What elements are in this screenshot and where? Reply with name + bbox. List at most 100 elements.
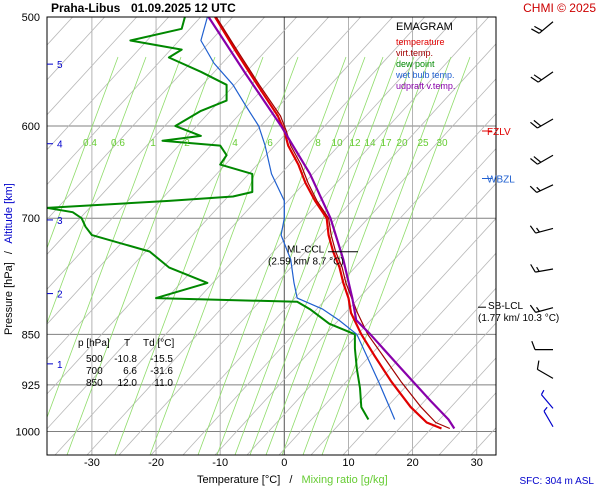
y-axis-title-altitude: Altitude [km]: [3, 183, 15, 244]
table-cell: -31.6: [150, 366, 173, 377]
ml-ccl-label: ML-CCL: [287, 245, 325, 256]
mixing-ratio-line: [249, 56, 399, 455]
wind-barb-flag: [540, 389, 545, 395]
dry-adiabat-line: [182, 113, 496, 455]
mixing-ratio-line: [321, 56, 471, 455]
mixing-ratio-label: 8: [315, 138, 321, 149]
mixing-ratio-line: [66, 56, 216, 455]
mixing-ratio-line: [47, 56, 147, 325]
table-cell: 700: [86, 366, 103, 377]
wind-barb-flag: [533, 74, 542, 81]
wind-barb-shaft: [535, 307, 554, 313]
dry-adiabat-line: [47, 17, 106, 81]
wind-barb-flag: [534, 25, 543, 32]
mixing-ratio-label: 25: [417, 138, 429, 149]
altitude-tick-label: 4: [57, 140, 63, 151]
wind-barb-flag: [531, 28, 540, 34]
wind-barb-shaft: [538, 21, 554, 34]
table-cell: -10.8: [114, 354, 137, 365]
wind-barb-flag: [543, 406, 548, 412]
wind-barb: [529, 184, 554, 194]
mixing-ratio-label: 2: [184, 138, 190, 149]
dry-adiabat-line: [470, 427, 496, 455]
wind-barb-flag: [536, 266, 540, 272]
legend-entry: temperature: [396, 37, 445, 47]
dry-adiabat-line: [47, 17, 426, 430]
table-cell: 6.6: [123, 366, 137, 377]
y-axis-title: Pressure [hPa] / Altitude [km]: [3, 183, 15, 335]
table-cell: 850: [86, 378, 103, 389]
pressure-tick-label: 500: [22, 12, 40, 24]
y-axis-title-separator: /: [3, 250, 15, 254]
profile-line-wet-bulb-temp-: [200, 17, 396, 420]
axis-layer: 0.4 0.6 1 2 4 6 8 10 12 14 17 20 25 30500600700850925…: [16, 12, 483, 469]
pressure-tick-label: 600: [22, 121, 40, 133]
wind-barb-shaft: [535, 227, 554, 234]
wind-barb-flag: [536, 227, 540, 233]
wind-barb-shaft: [537, 154, 554, 165]
mixing-ratio-label: 17: [380, 138, 392, 149]
table-header-t: T: [124, 338, 130, 349]
altitude-tick-label: 2: [57, 290, 63, 301]
credit-text: CHMI © 2025: [523, 1, 596, 15]
profile-line-dew-point: [47, 17, 370, 420]
pressure-tick-label: 1000: [16, 427, 40, 439]
wind-barb-flag: [529, 185, 538, 193]
wind-barb: [543, 406, 554, 428]
wind-barb-shaft: [536, 184, 554, 194]
table-cell: 12.0: [118, 378, 138, 389]
mixing-ratio-label: 1: [150, 138, 156, 149]
dry-adiabat-line: [406, 357, 496, 455]
profile-line-temperature: [214, 17, 442, 430]
wind-barb-shaft: [543, 410, 554, 428]
mixing-ratio-line: [114, 56, 264, 455]
wind-barb-flag: [533, 119, 542, 127]
mixing-ratio-line: [47, 56, 182, 419]
dry-adiabat-line: [374, 322, 496, 455]
wind-barb: [530, 264, 554, 273]
temperature-tick-label: -10: [212, 457, 228, 469]
surface-elevation: SFC: 304 m ASL: [520, 476, 595, 487]
wind-barb-flag: [536, 360, 540, 370]
wind-barb: [530, 71, 554, 83]
level-marker-label: WBZL: [487, 174, 515, 185]
level-marker-label: FZLV: [487, 127, 511, 138]
wind-barb-flag: [530, 76, 539, 83]
dry-adiabat-line: [47, 17, 170, 151]
table-cell: -15.5: [150, 354, 173, 365]
dry-adiabat-line: [47, 17, 202, 186]
legend-entry: wet bulb temp.: [395, 70, 455, 80]
altitude-tick-label: 1: [57, 360, 63, 371]
mixing-ratio-line: [234, 56, 384, 455]
dry-adiabat-line: [150, 78, 496, 455]
legend-entry: virt.temp.: [396, 48, 433, 58]
temperature-tick-label: 30: [471, 457, 483, 469]
table-header-td: Td [°C]: [143, 338, 174, 349]
altitude-tick-label: 5: [57, 60, 63, 71]
mixing-ratio-line: [281, 56, 431, 455]
mixing-ratio-label: 4: [232, 138, 238, 149]
pressure-tick-label: 850: [22, 329, 40, 341]
x-axis-title-mixing-ratio: Mixing ratio [g/kg]: [301, 474, 387, 486]
wind-barb-shaft: [540, 394, 554, 409]
dry-adiabat-line: [567, 0, 600, 455]
wind-barb-flag: [536, 186, 541, 192]
sb-lcl-detail: (1.77 km/ 10.3 °C): [478, 313, 559, 324]
dry-adiabat-line: [438, 392, 496, 455]
wind-barb-flag: [530, 264, 536, 273]
mixing-ratio-label: 10: [331, 138, 343, 149]
legend-entry: udpraft v.temp.: [396, 81, 455, 91]
wind-barb-shaft: [537, 368, 554, 379]
wind-barb-column: [529, 21, 554, 428]
dry-adiabat-line: [246, 182, 496, 455]
sb-lcl-label: SB-LCL: [488, 301, 523, 312]
sounding-datetime: 01.09.2025 12 UTC: [131, 1, 236, 15]
wind-barb: [529, 225, 554, 234]
values-table: p [hPa] T Td [°C] 500 -10.8 -15.5 700 6.…: [78, 338, 174, 389]
table-header-p: p [hPa]: [78, 338, 110, 349]
dry-adiabat-line: [47, 17, 362, 360]
legend-entry: dew point: [396, 59, 435, 69]
ml-ccl-detail: (2.59 km/ 8.7 °C): [268, 257, 344, 268]
dry-adiabat-line: [54, 17, 458, 455]
